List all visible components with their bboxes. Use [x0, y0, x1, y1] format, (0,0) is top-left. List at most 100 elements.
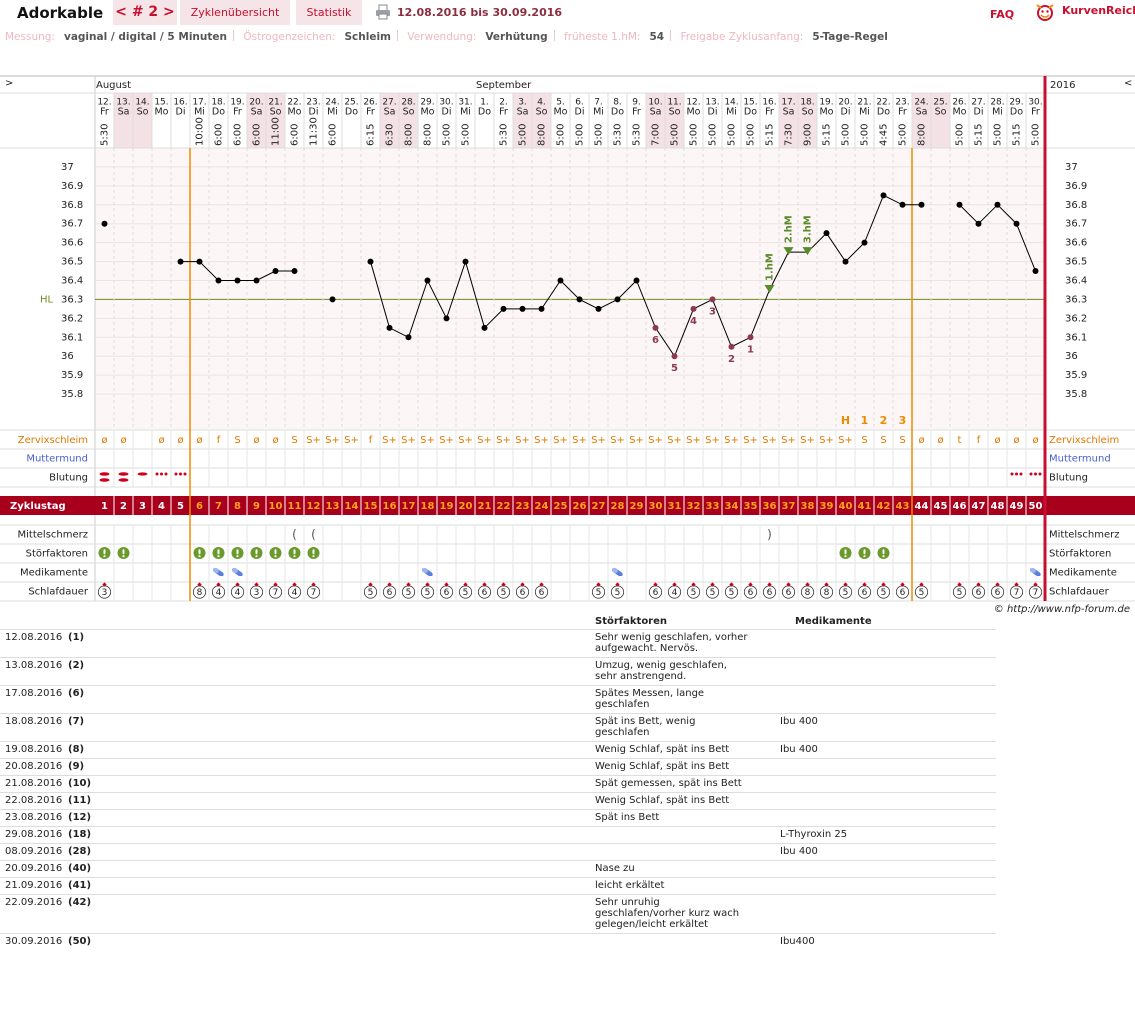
table-cell: (6): [68, 685, 595, 714]
tab-cycles[interactable]: Zyklenübersicht: [180, 0, 290, 25]
date-label: 6.: [575, 98, 584, 108]
sleep-value: 6: [653, 588, 659, 598]
date-label: 22.: [287, 98, 301, 108]
faq-link[interactable]: FAQ: [990, 8, 1015, 21]
weekday-label: Fr: [233, 107, 242, 118]
print-icon[interactable]: [375, 4, 391, 20]
cycle-day: 20: [459, 501, 473, 512]
measure-time: 11:30: [309, 117, 320, 146]
weekend-shade: [380, 93, 399, 148]
cycle-day-band: [0, 496, 1135, 515]
notes-table: Störfaktoren Medikamente 12.08.2016 (1) Se…: [0, 614, 996, 950]
cycle-day: 11: [288, 501, 302, 512]
mucus-symbol: S+: [743, 435, 758, 446]
sleep-marker: [672, 582, 677, 587]
weekday-label: Do: [877, 107, 890, 118]
temperature-point: [291, 268, 298, 275]
table-cell: Sehr wenig geschlafen, vorher aufgewacht…: [595, 629, 780, 658]
date-label: 2.: [499, 98, 508, 108]
tab-statistics[interactable]: Statistik: [296, 0, 362, 25]
date-label: 17.: [192, 98, 206, 108]
sleep-marker: [387, 582, 392, 587]
date-label: 10.: [648, 98, 662, 108]
table-cell: (11): [68, 792, 595, 810]
sleep-marker: [235, 582, 240, 587]
y-tick-label-right: 36.1: [1065, 332, 1087, 343]
mucus-symbol: S: [861, 435, 867, 446]
sleep-marker: [1014, 582, 1019, 587]
y-tick-label-right: 36.7: [1065, 219, 1087, 230]
table-cell: 08.09.2016: [0, 843, 68, 861]
mucus-symbol: S+: [572, 435, 587, 446]
weekday-label: Di: [442, 107, 452, 118]
table-cell: [595, 826, 780, 844]
weekday-label: Do: [478, 107, 491, 118]
temperature-point: [481, 324, 488, 331]
weekend-shade: [266, 93, 285, 148]
table-cell: 30.09.2016: [0, 933, 68, 950]
table-cell: 18.08.2016: [0, 713, 68, 742]
nav-next: <: [1124, 78, 1132, 89]
sleep-marker: [615, 582, 620, 587]
y-tick-label: 36.6: [61, 238, 83, 249]
table-cell: [780, 775, 996, 793]
weekday-label: Mi: [593, 107, 604, 118]
table-cell: (7): [68, 713, 595, 742]
row-label: Störfaktoren: [26, 549, 88, 560]
mucus-symbol: S+: [591, 435, 606, 446]
table-row: 17.08.2016 (6) Spätes Messen, lange geschl…: [0, 685, 996, 714]
mittelschmerz-symbol: ): [767, 528, 772, 542]
weekday-label: Fr: [499, 107, 508, 118]
measure-time: 5:00: [841, 124, 852, 146]
row-label: Schlafdauer: [28, 587, 89, 598]
table-cell: [780, 877, 996, 895]
measure-time: 5:00: [442, 124, 453, 146]
table-header: Medikamente: [795, 615, 872, 627]
mucus-symbol: S+: [306, 435, 321, 446]
weekday-label: Mo: [154, 107, 168, 118]
cycle-nav[interactable]: < # 2 >: [113, 0, 177, 25]
cycle-day: 36: [763, 501, 777, 512]
weekday-label: Fr: [1031, 107, 1040, 118]
nav-prev[interactable]: >: [5, 78, 13, 89]
mucus-symbol: ø: [994, 435, 1000, 446]
measure-time: 5:00: [1031, 124, 1042, 146]
sleep-value: 6: [995, 588, 1001, 598]
mucus-symbol: ø: [253, 435, 259, 446]
mucus-symbol: S+: [515, 435, 530, 446]
mucus-symbol: S: [880, 435, 886, 446]
table-row: 18.08.2016 (7) Spät ins Bett, wenig geschl…: [0, 713, 996, 742]
measure-time: 5:00: [556, 124, 567, 146]
table-row: 19.08.2016 (8) Wenig Schlaf, spät ins Bett…: [0, 741, 996, 759]
measure-time: 5:00: [575, 124, 586, 146]
brand[interactable]: KurvenReich: [1062, 4, 1135, 17]
measure-time: 8:00: [404, 124, 415, 146]
y-tick-label-right: 36.4: [1065, 276, 1087, 287]
cycle-day: 37: [782, 501, 796, 512]
sleep-marker: [786, 582, 791, 587]
mucus-symbol: S+: [800, 435, 815, 446]
weekday-label: Mo: [952, 107, 966, 118]
phase-label: H: [841, 414, 850, 427]
date-label: 28.: [401, 98, 415, 108]
cycle-day: 4: [158, 501, 165, 512]
measure-time: 6:00: [290, 124, 301, 146]
sleep-value: 7: [1033, 588, 1039, 598]
temperature-point: [443, 315, 450, 322]
weekday-label: Do: [1010, 107, 1023, 118]
measure-time: 8:00: [423, 124, 434, 146]
phase-label: 1: [861, 414, 869, 427]
cycle-day: 18: [421, 501, 435, 512]
sleep-value: 7: [1014, 588, 1020, 598]
table-cell: 23.08.2016: [0, 809, 68, 827]
y-tick-label-right: 35.9: [1065, 370, 1087, 381]
separator: [670, 30, 672, 41]
separator: [233, 30, 234, 41]
cycle-day: 38: [801, 501, 815, 512]
weekday-label: Do: [611, 107, 624, 118]
y-tick-label-right: 36.9: [1065, 181, 1087, 192]
table-cell: [780, 657, 996, 686]
temperature-point: [956, 201, 963, 208]
